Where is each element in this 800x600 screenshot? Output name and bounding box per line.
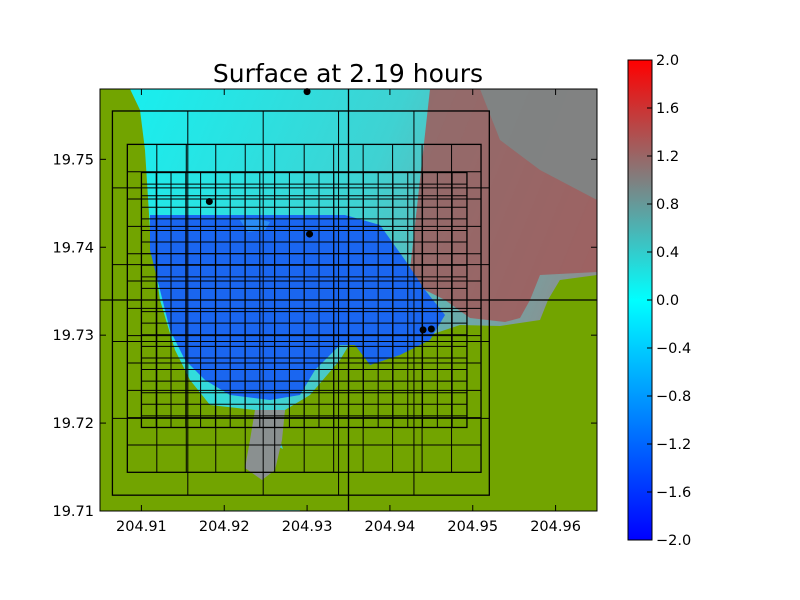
y-tick-label: 19.73 <box>52 328 94 344</box>
negative-surface-bay <box>150 215 445 400</box>
center-lines <box>100 89 597 511</box>
plot-frame <box>99 88 598 512</box>
x-tick-label: 204.94 <box>365 519 416 535</box>
colorbar-tick-label: 0.0 <box>656 293 679 309</box>
gauge-markers <box>205 88 435 334</box>
colorbar-tick-label: −1.6 <box>656 485 691 501</box>
colorbar-tick-label: 1.6 <box>656 101 679 117</box>
colorbar-tick-label: 0.8 <box>656 197 679 213</box>
colorbar-tick-label: −1.2 <box>656 437 691 453</box>
colorbar-tick-label: 0.4 <box>656 245 679 261</box>
colorbar-axis: −2.0 −1.6 −1.2 −0.8 −0.4 0.0 0.4 0.8 1.2 1.6 2.0 <box>647 53 691 549</box>
grid-patch-border <box>111 110 490 496</box>
colorbar-tick-label: −0.4 <box>656 341 691 357</box>
y-tick-label: 19.72 <box>52 416 94 432</box>
x-tick-label: 204.92 <box>199 519 250 535</box>
y-tick-label: 19.75 <box>52 152 94 168</box>
gauge-point <box>205 198 213 206</box>
colorbar-tick-label: −0.8 <box>656 389 691 405</box>
grid-patch <box>111 110 490 496</box>
x-tick-label: 204.95 <box>447 519 498 535</box>
gauge-point <box>419 326 427 334</box>
y-axis: 19.71 19.72 19.73 19.74 19.75 <box>52 152 597 520</box>
gauge-point <box>427 325 435 333</box>
chart-title: Surface at 2.19 hours <box>213 59 483 88</box>
x-tick-label: 204.96 <box>530 519 581 535</box>
y-tick-label: 19.74 <box>52 240 94 256</box>
x-axis: 204.91 204.92 204.93 204.94 204.95 204.96 <box>116 89 581 535</box>
x-tick-label: 204.93 <box>282 519 333 535</box>
colorbar-tick-label: 1.2 <box>656 149 679 165</box>
x-tick-label: 204.91 <box>116 519 167 535</box>
land-region <box>100 89 597 511</box>
east-cove <box>548 275 597 305</box>
y-tick-label: 19.71 <box>52 504 94 520</box>
gauge-point <box>306 230 314 238</box>
shallow-cyan-fringe <box>240 218 270 232</box>
colorbar-tick-label: 2.0 <box>656 53 679 69</box>
positive-surface-north <box>480 89 597 200</box>
colorbar-tick-label: −2.0 <box>656 533 691 549</box>
